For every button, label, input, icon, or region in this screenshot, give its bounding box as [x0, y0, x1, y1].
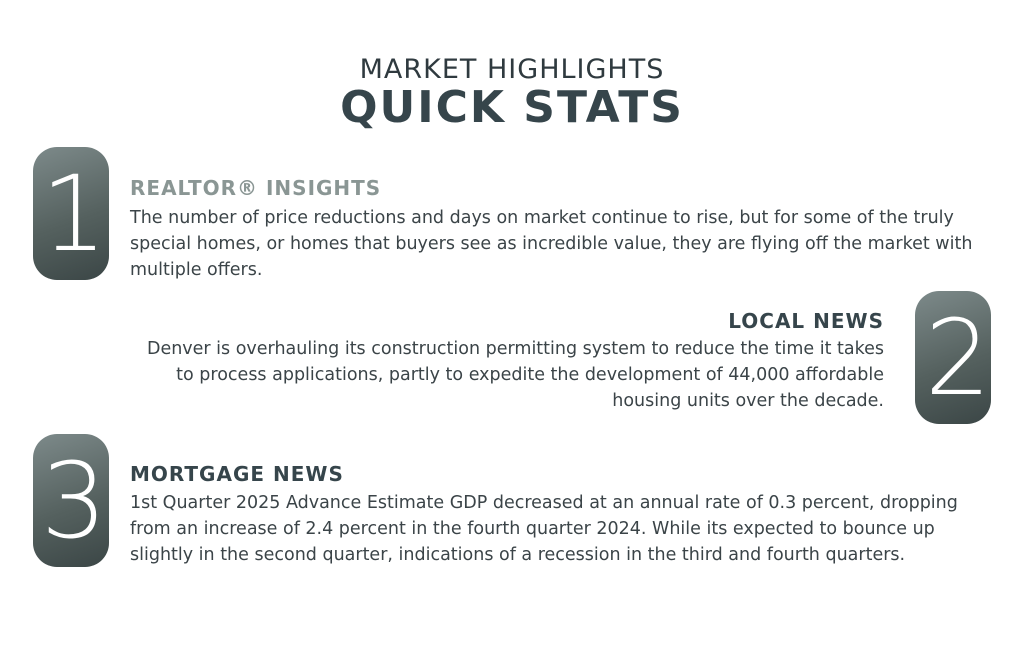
section-text-mortgage-news: 1st Quarter 2025 Advance Estimate GDP de…	[130, 493, 958, 565]
badge-number: 3	[40, 439, 107, 562]
section-title-local-news: LOCAL NEWS	[728, 309, 884, 333]
number-badge-1: 1	[33, 147, 109, 280]
number-badge-2: 2	[915, 291, 991, 424]
badge-number: 1	[40, 152, 107, 275]
badge-number: 2	[924, 296, 991, 419]
number-badge-3: 3	[33, 434, 109, 567]
section-title-mortgage-news: MORTGAGE NEWS	[130, 462, 344, 486]
section-text-realtor-insights: The number of price reductions and days …	[130, 208, 973, 280]
section-text-local-news: Denver is overhauling its construction p…	[146, 339, 884, 411]
section-title-realtor-insights: REALTOR® INSIGHTS	[130, 176, 382, 200]
page-title: QUICK STATS	[340, 82, 684, 133]
page-subtitle: MARKET HIGHLIGHTS	[359, 54, 665, 85]
